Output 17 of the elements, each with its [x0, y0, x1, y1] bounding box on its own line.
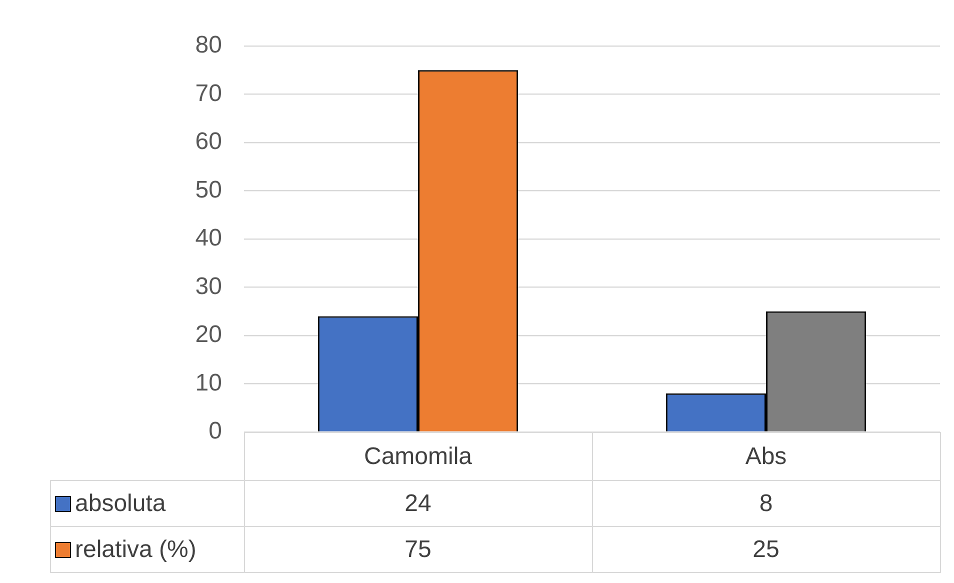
y-tick-label: 60 [195, 128, 222, 156]
data-label: 8 [592, 480, 940, 526]
data-label: 75 [244, 526, 592, 572]
x-tick-label: Camomila [244, 432, 592, 480]
y-tick-label: 80 [195, 32, 222, 59]
x-tick-label: Abs [592, 432, 940, 480]
data-label: 25 [592, 526, 940, 572]
y-tick-label: 70 [195, 80, 222, 107]
legend-label: absoluta [50, 480, 244, 526]
data-label: 24 [244, 480, 592, 526]
legend-label: relativa (%) [50, 526, 244, 572]
y-tick-label: 0 [208, 418, 222, 445]
y-tick-label: 30 [195, 272, 222, 300]
y-tick-label: 50 [195, 176, 222, 204]
y-tick-label: 10 [195, 369, 222, 396]
y-tick-label: 20 [195, 321, 222, 348]
y-tick-label: 40 [195, 224, 222, 252]
